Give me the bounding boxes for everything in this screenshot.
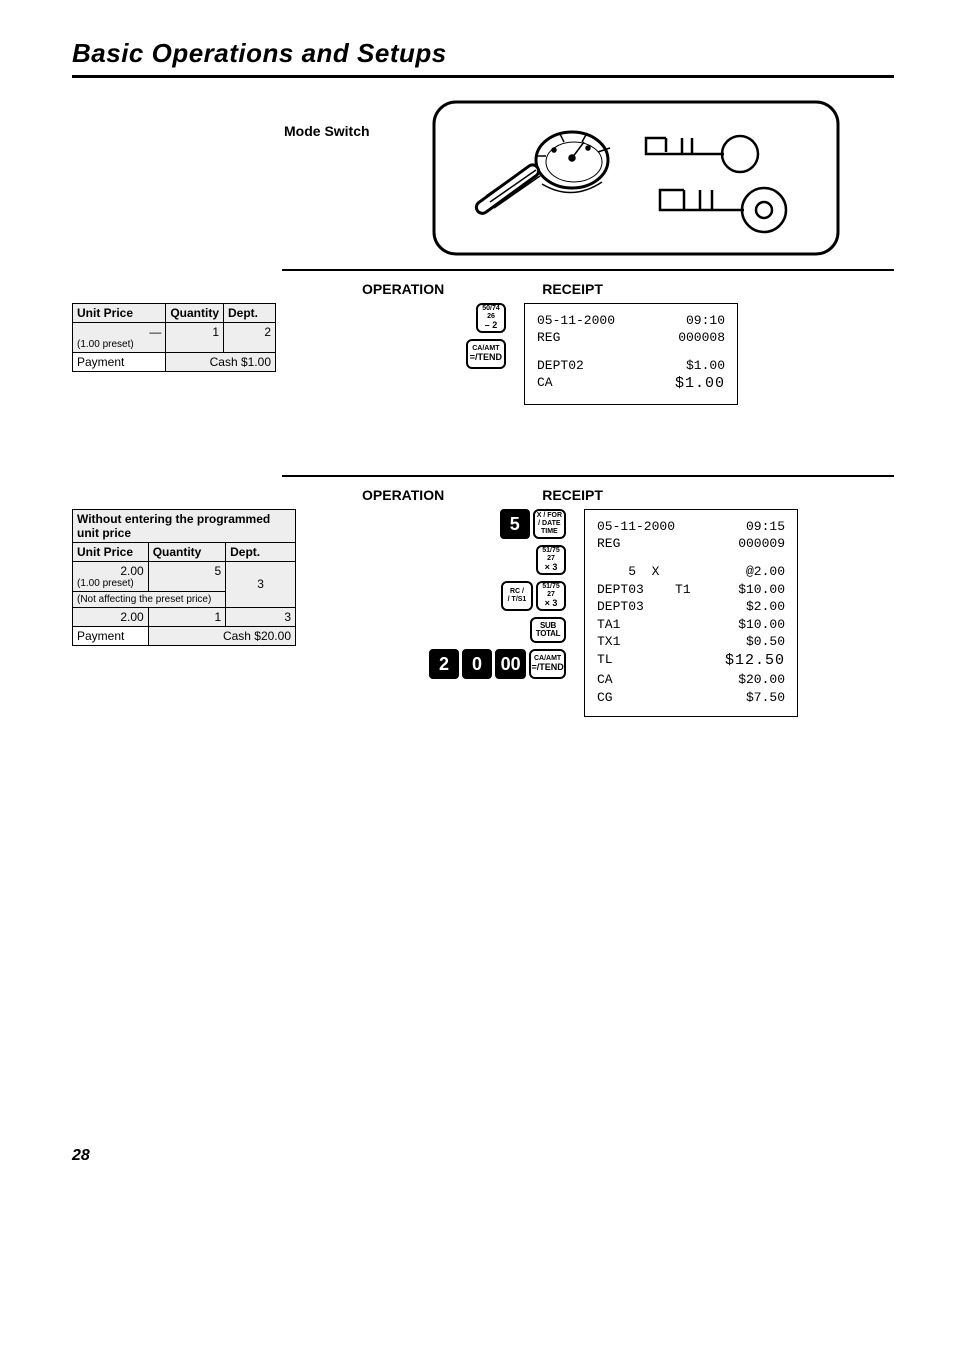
row2-payment-value: Cash $20.00 [148, 626, 295, 645]
rcpt-reg-label: REG [537, 329, 560, 347]
receipt-2: 05-11-2000 09:15 REG 000009 5 X@2.00 DEP… [584, 509, 798, 717]
cell-unit-price: — (1.00 preset) [73, 322, 166, 352]
rcpt-reg-num: 000008 [678, 329, 725, 347]
receipt-header-2: RECEIPT [542, 487, 603, 503]
cell2-qty1: 5 [148, 561, 225, 591]
example2-table: Without entering the programmed unit pri… [72, 509, 296, 646]
row-payment-value: Cash $1.00 [166, 352, 276, 371]
cell2-dept2: 3 [226, 607, 296, 626]
col2-qty: Quantity [148, 542, 225, 561]
ca-amt-key-2[interactable]: CA/AMT =/TEND [529, 649, 566, 679]
col-dept: Dept. [224, 303, 276, 322]
num-2-key[interactable]: 2 [429, 649, 459, 679]
cell2-note: (Not affecting the preset price) [73, 591, 226, 607]
dept-3-key[interactable]: 51/75 27 × 3 [536, 545, 566, 575]
rcpt-date: 05-11-2000 [537, 312, 615, 330]
rcpt-time: 09:10 [686, 312, 725, 330]
dept-2-key[interactable]: 50/74 26 – 2 [476, 303, 506, 333]
rcpt2-reg-num: 000009 [738, 535, 785, 553]
cell2-up1: 2.00 (1.00 preset) [73, 561, 149, 591]
ca-amt-key[interactable]: CA/AMT =/TEND [466, 339, 506, 369]
subtotal-key[interactable]: SUB TOTAL [530, 617, 566, 643]
mode-switch-label: Mode Switch [284, 123, 370, 139]
cell2-dept: 3 [226, 561, 296, 607]
col2-unit-price: Unit Price [73, 542, 149, 561]
page-number: 28 [72, 1147, 894, 1165]
example2-header-span: Without entering the programmed unit pri… [73, 509, 296, 542]
mode-switch-illustration [432, 98, 894, 263]
col2-dept: Dept. [226, 542, 296, 561]
row2-payment-label: Payment [73, 626, 149, 645]
col-unit-price: Unit Price [73, 303, 166, 322]
num-00-key[interactable]: 00 [495, 649, 526, 679]
rcpt2-time: 09:15 [746, 518, 785, 536]
divider-2 [282, 475, 894, 477]
operation-header: OPERATION [362, 281, 444, 297]
divider-1 [282, 269, 894, 271]
cell2-up2: 2.00 [73, 607, 149, 626]
cell-dept: 2 [224, 322, 276, 352]
page-title: Basic Operations and Setups [72, 38, 894, 69]
rcpt2-reg-label: REG [597, 535, 620, 553]
receipt-1: 05-11-2000 09:10 REG 000008 DEPT02 $1.00… [524, 303, 738, 406]
rc-ts1-key[interactable]: RC / / T/S1 [501, 581, 533, 611]
key-sequence-1: 50/74 26 – 2 CA/AMT =/TEND [366, 303, 506, 369]
receipt-header: RECEIPT [542, 281, 603, 297]
x-for-key[interactable]: X / FOR / DATE TIME [533, 509, 566, 539]
cell2-qty2: 1 [148, 607, 225, 626]
rcpt2-date: 05-11-2000 [597, 518, 675, 536]
operation-header-2: OPERATION [362, 487, 444, 503]
row-payment-label: Payment [73, 352, 166, 371]
key-sequence-2: 5 X / FOR / DATE TIME 51/75 27 × 3 [426, 509, 566, 679]
title-rule [72, 75, 894, 78]
dept-3-key-b[interactable]: 51/75 27 × 3 [536, 581, 566, 611]
col-qty: Quantity [166, 303, 224, 322]
example1-table: Unit Price Quantity Dept. — (1.00 preset… [72, 303, 276, 372]
num-5-key[interactable]: 5 [500, 509, 530, 539]
cell-qty: 1 [166, 322, 224, 352]
num-0-key[interactable]: 0 [462, 649, 492, 679]
